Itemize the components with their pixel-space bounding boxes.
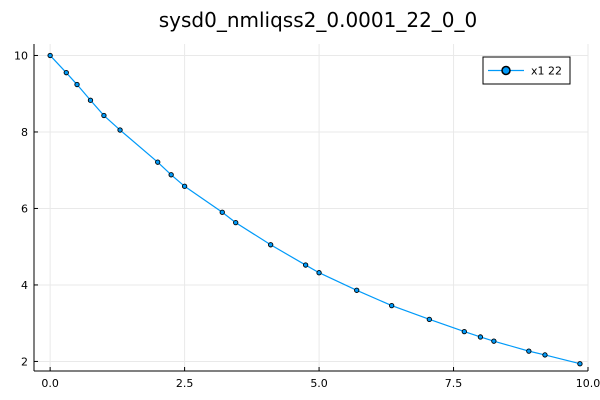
data-point [542,352,548,358]
x-tick-label: 2.5 [176,377,194,390]
data-point [461,328,467,335]
grid [34,44,589,371]
data-point [168,172,174,178]
x-axis-ticks: 0.0 2.5 5.0 7.5 10.0 [41,367,600,390]
data-point [491,338,497,344]
series-line [49,55,581,365]
data-point [47,52,53,59]
y-tick-label: 6 [21,202,28,215]
data-point [155,159,161,165]
data-point [426,316,432,323]
data-point [117,127,123,133]
data-point [302,262,309,268]
legend: x1 22 [482,56,571,85]
data-point [63,70,69,76]
data-point [87,97,94,103]
y-axis-ticks: 2 4 6 8 10 [14,49,38,368]
y-tick-label: 4 [21,279,28,292]
y-tick-label: 8 [21,126,28,139]
data-point [526,348,532,354]
legend-label: x1 22 [531,65,562,78]
y-tick-label: 10 [14,49,28,62]
data-point [354,287,360,293]
legend-marker-swatch [501,65,511,76]
chart-title: sysd0_nmliqss2_0.0001_22_0_0 [159,8,478,32]
data-point [181,183,188,189]
axes [33,44,588,372]
data-point [268,242,274,248]
y-tick-label: 2 [21,355,28,368]
x-tick-label: 10.0 [576,377,600,390]
data-point [233,219,239,226]
data-point [74,81,80,88]
x-tick-label: 0.0 [41,377,59,390]
series-layer [47,52,583,367]
data-point [477,334,484,340]
x-tick-label: 5.0 [310,377,328,390]
data-point [389,302,395,309]
data-point [219,209,225,215]
x-tick-label: 7.5 [445,377,463,390]
data-point [577,361,583,367]
data-point [101,112,107,119]
data-point [316,270,322,276]
